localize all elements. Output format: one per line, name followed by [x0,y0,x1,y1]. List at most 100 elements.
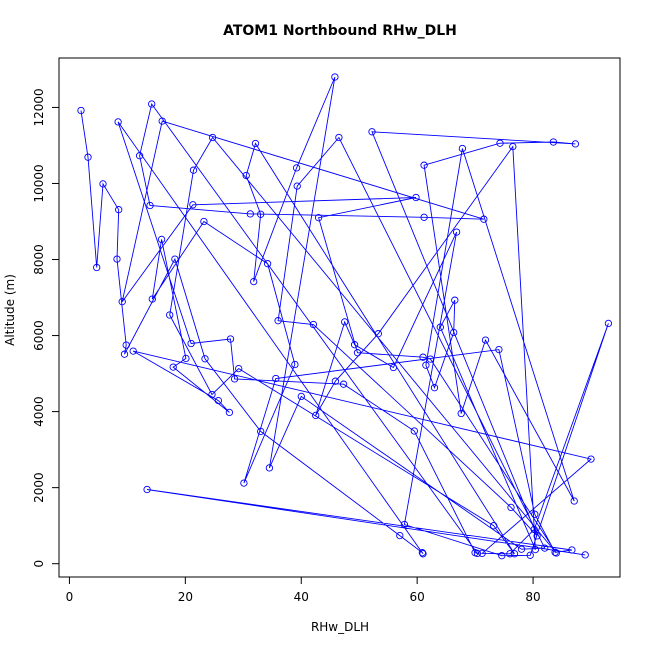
y-axis-label: Altitude (m) [3,274,17,346]
data-point [291,360,299,369]
data-point [490,522,498,530]
data-point [396,531,404,540]
x-tick-label: 20 [178,590,193,604]
data-point [257,210,265,218]
data-point [335,133,343,142]
data-point [242,171,250,180]
data-point [251,139,260,148]
y-tick-label: 0 [32,560,46,568]
data-point [473,549,482,558]
x-tick-label: 40 [294,590,309,604]
data-point [331,377,340,385]
data-point [246,210,254,218]
y-tick-label: 6000 [32,320,46,351]
data-point [531,545,540,554]
data-point [374,330,382,338]
data-point [114,118,122,126]
data-point [530,525,538,534]
data-point [312,411,320,420]
data-point [99,180,107,188]
data-point [507,503,515,512]
data-point [339,380,348,388]
data-point [148,295,156,303]
data-point [293,182,301,190]
data-point [604,319,613,328]
data-point [182,354,190,363]
y-tick-label: 8000 [32,244,46,275]
data-point [368,128,376,136]
data-point [240,479,248,487]
data-point [452,228,461,236]
data-point [292,164,301,172]
data-point [200,217,208,226]
data-point [510,550,519,558]
series-line [80,76,609,557]
data-point [189,166,198,174]
plot-area [77,73,613,560]
x-tick-label: 0 [66,590,74,604]
data-point [230,375,239,383]
x-axis-label: RHw_DLH [311,620,369,634]
x-tick-label: 60 [410,590,425,604]
data-point [430,384,439,392]
data-point [158,117,166,125]
data-point [451,296,459,304]
data-point [115,206,123,214]
data-point [495,345,503,354]
data-point [77,106,85,115]
data-point [146,201,154,210]
data-point [208,390,216,399]
data-point [120,350,129,358]
data-point [309,320,318,329]
data-point [389,363,398,372]
data-point [551,548,559,556]
data-point [410,427,418,435]
data-point [274,317,282,325]
data-point [509,142,517,151]
data-point [457,409,465,418]
data-point [552,549,560,557]
data-point [541,544,549,552]
data-point [257,427,265,436]
data-point [587,455,595,463]
data-point [450,328,458,337]
data-point [148,100,156,108]
data-point [549,138,558,146]
data-point [350,341,359,349]
data-point [419,550,427,558]
data-point [526,551,534,559]
data-point [189,201,197,209]
data-point [122,341,130,349]
data-point [581,551,589,559]
data-point [84,153,92,161]
data-point [265,464,274,472]
data-point [93,263,101,272]
data-point [506,550,514,558]
data-point [422,361,430,369]
data-point [496,139,504,147]
data-point [420,213,428,221]
data-point [331,73,339,81]
data-point [250,277,258,286]
data-point [517,545,526,553]
data-point [225,408,234,417]
y-tick-label: 12000 [32,88,46,126]
chart-title: ATOM1 Northbound RHw_DLH [223,23,457,39]
y-tick-label: 2000 [32,472,46,503]
data-point [571,140,580,148]
data-point [568,546,576,554]
data-point [118,298,126,306]
data-point [214,396,223,405]
data-point [129,347,137,355]
data-point [533,532,541,540]
data-point [226,335,235,343]
data-point [166,311,174,319]
axes: 0 20 40 60 80 0 2000 4000 6000 8000 10000 12000 [32,57,621,604]
y-tick-label: 10000 [32,164,46,202]
data-point [235,364,243,373]
data-point [201,355,209,363]
data-point [570,497,578,505]
data-point [208,133,217,142]
data-point [169,363,177,371]
data-point [113,255,121,263]
